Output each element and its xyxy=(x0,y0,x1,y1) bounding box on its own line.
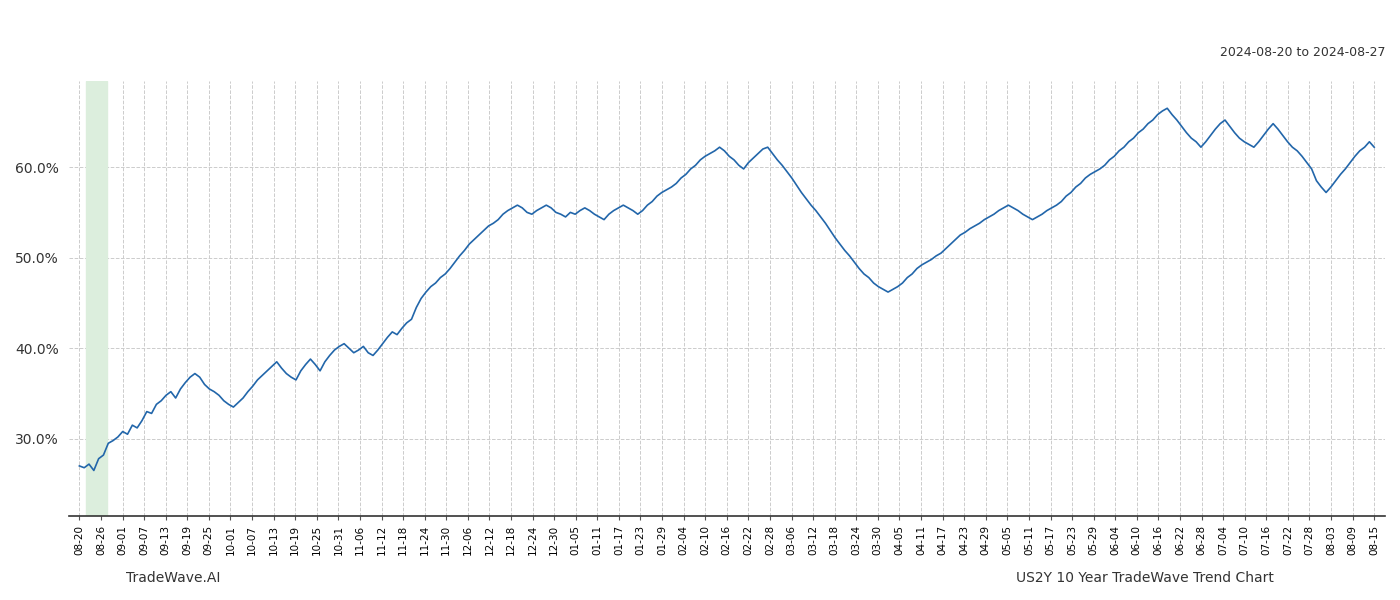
Text: 2024-08-20 to 2024-08-27: 2024-08-20 to 2024-08-27 xyxy=(1219,46,1385,59)
Text: TradeWave.AI: TradeWave.AI xyxy=(126,571,220,585)
Bar xyxy=(85,81,108,516)
Text: US2Y 10 Year TradeWave Trend Chart: US2Y 10 Year TradeWave Trend Chart xyxy=(1016,571,1274,585)
